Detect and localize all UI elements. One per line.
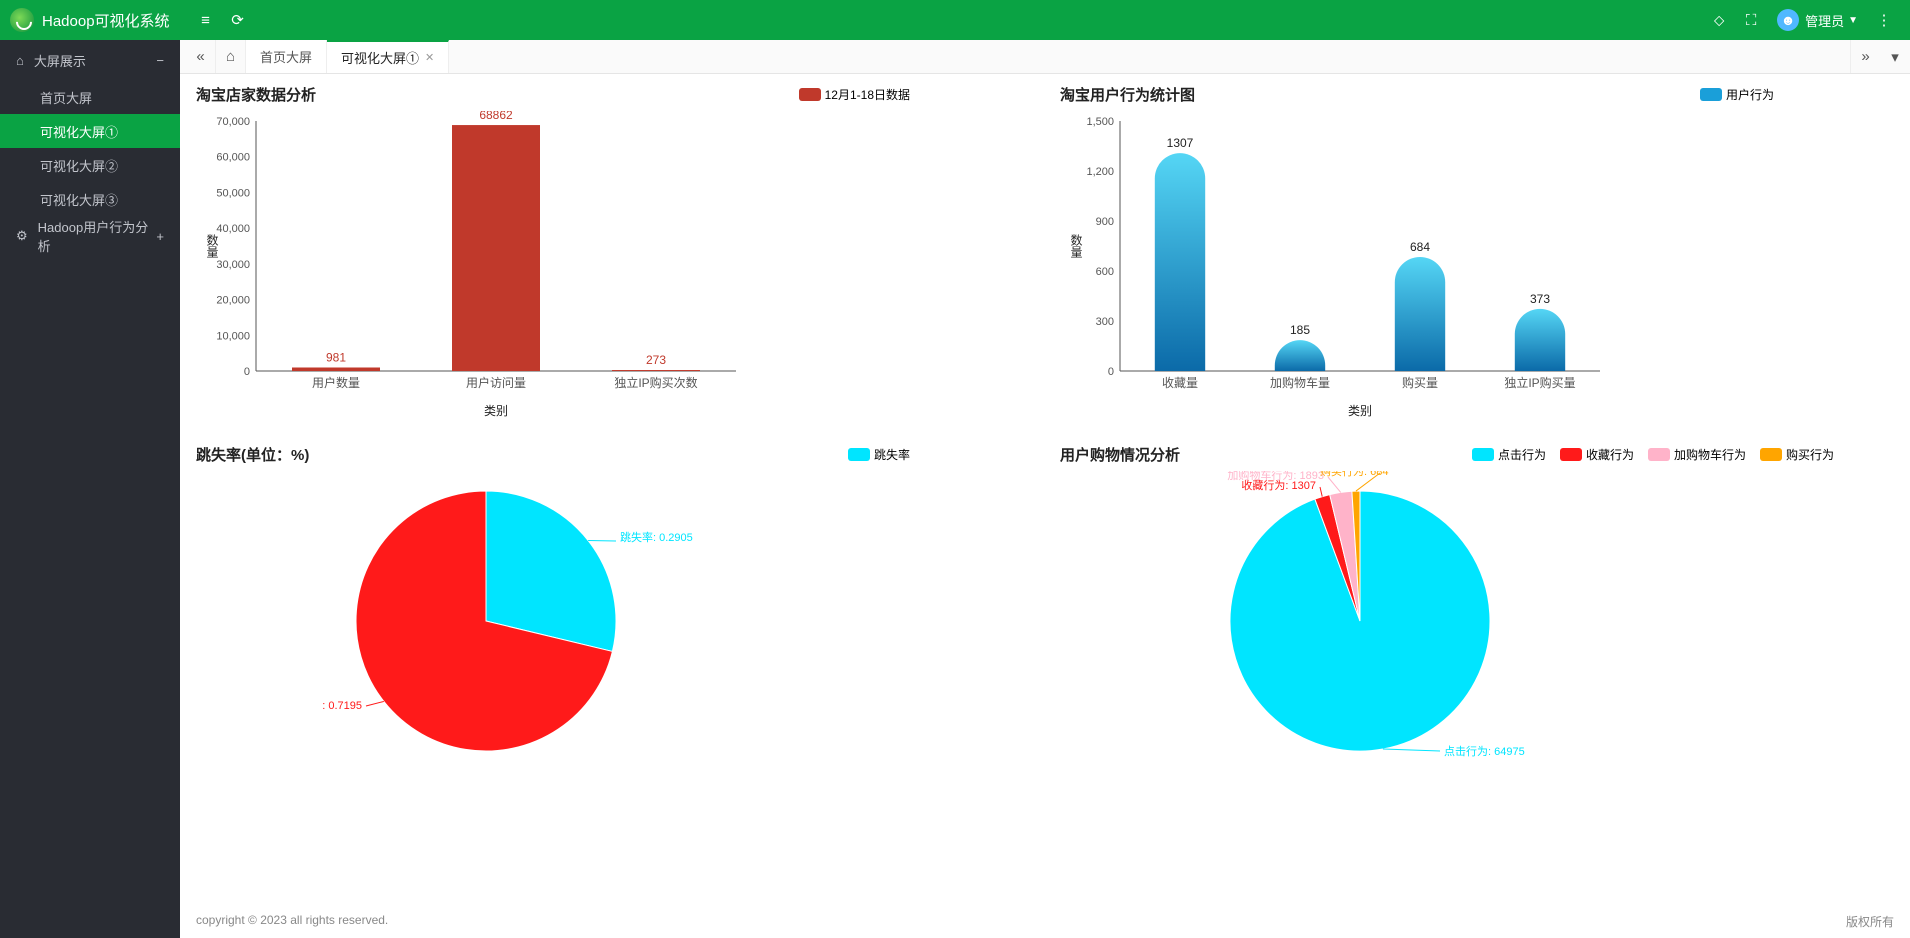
tab[interactable]: 可视化大屏①✕ bbox=[327, 40, 449, 73]
tab-close-button[interactable]: ✕ bbox=[425, 51, 434, 64]
svg-text:跳失率: 0.2905: 跳失率: 0.2905 bbox=[620, 530, 693, 544]
svg-text:购买量: 购买量 bbox=[1402, 375, 1438, 390]
main: « ⌂ 首页大屏可视化大屏①✕ » ▾ 淘宝店家数据分析 12月1-18日数据 … bbox=[180, 40, 1910, 938]
svg-text:点击行为: 64975: 点击行为: 64975 bbox=[1444, 745, 1525, 758]
expand-icon: + bbox=[156, 229, 164, 244]
sidebar-group-label: Hadoop用户行为分析 bbox=[38, 217, 157, 255]
chart-legend: 跳失率 bbox=[848, 446, 910, 463]
chart-title: 用户购物情况分析 bbox=[1060, 444, 1180, 465]
tabbar: « ⌂ 首页大屏可视化大屏①✕ » ▾ bbox=[180, 40, 1910, 74]
tab[interactable]: 首页大屏 bbox=[246, 40, 327, 73]
svg-text:1,500: 1,500 bbox=[1086, 116, 1114, 128]
chart-legend: 12月1-18日数据 bbox=[799, 86, 910, 103]
svg-text:40,000: 40,000 bbox=[216, 223, 250, 235]
legend-item[interactable]: 用户行为 bbox=[1700, 86, 1774, 103]
sidebar-item[interactable]: 可视化大屏① bbox=[0, 114, 180, 148]
sidebar-group-hadoop[interactable]: ⚙ Hadoop用户行为分析 + bbox=[0, 216, 180, 256]
legend-item[interactable]: 购买行为 bbox=[1760, 446, 1834, 463]
chart-legend: 用户行为 bbox=[1700, 86, 1774, 103]
sidebar-item[interactable]: 首页大屏 bbox=[0, 80, 180, 114]
pie-chart-svg: 点击行为: 64975收藏行为: 1307加购物车行为: 1893购买行为: 6… bbox=[1060, 471, 1620, 771]
tabs-home-button[interactable]: ⌂ bbox=[216, 40, 246, 73]
bar-chart-svg: 0 10,000 20,000 30,000 40,000 50,000 60,000 70,… bbox=[196, 111, 756, 421]
sidebar-group-label: 大屏展示 bbox=[34, 51, 86, 70]
legend-item[interactable]: 点击行为 bbox=[1472, 446, 1546, 463]
user-name: 管理员 bbox=[1805, 11, 1844, 30]
bar-chart-svg: 0 300 600 900 1,200 1,500 1307 收藏量 185 加购物车量 684 购买… bbox=[1060, 111, 1620, 421]
gear-icon: ⚙ bbox=[16, 228, 28, 244]
svg-text:300: 300 bbox=[1096, 316, 1114, 328]
svg-text:类别: 类别 bbox=[1348, 404, 1372, 418]
collapse-icon: − bbox=[156, 53, 164, 68]
chart-shop-analysis: 淘宝店家数据分析 12月1-18日数据 0 10,000 20,000 30,000 4… bbox=[196, 84, 1030, 424]
svg-text:60,000: 60,000 bbox=[216, 152, 250, 164]
sidebar-item[interactable]: 可视化大屏③ bbox=[0, 182, 180, 216]
refresh-button[interactable]: ⟳ bbox=[222, 4, 254, 36]
more-button[interactable]: ⋮ bbox=[1868, 4, 1900, 36]
chart-shopping-analysis: 用户购物情况分析 点击行为收藏行为加购物车行为购买行为 点击行为: 64975收… bbox=[1060, 444, 1894, 774]
svg-text:70,000: 70,000 bbox=[216, 116, 250, 128]
svg-text:900: 900 bbox=[1096, 216, 1114, 228]
logo-icon bbox=[10, 8, 34, 32]
svg-text:用户访问量: 用户访问量 bbox=[466, 375, 526, 390]
sidebar-group-dashboard[interactable]: ⌂ 大屏展示 − bbox=[0, 40, 180, 80]
svg-text:373: 373 bbox=[1530, 292, 1550, 306]
chart-title: 淘宝店家数据分析 bbox=[196, 84, 316, 105]
svg-text:68862: 68862 bbox=[479, 111, 513, 122]
tag-icon[interactable]: ⬦ bbox=[1703, 4, 1735, 36]
svg-text:用户数量: 用户数量 bbox=[312, 375, 360, 390]
chart-title: 淘宝用户行为统计图 bbox=[1060, 84, 1195, 105]
svg-text:20,000: 20,000 bbox=[216, 295, 250, 307]
svg-text:684: 684 bbox=[1410, 240, 1430, 254]
svg-text:1307: 1307 bbox=[1167, 136, 1194, 150]
svg-text:加购物车量: 加购物车量 bbox=[1270, 375, 1330, 390]
copyright-text: copyright © 2023 all rights reserved. bbox=[196, 913, 388, 930]
tabs-scroll-left-button[interactable]: « bbox=[186, 40, 216, 73]
chevron-down-icon: ▼ bbox=[1848, 15, 1858, 26]
tabs-menu-button[interactable]: ▾ bbox=[1880, 40, 1910, 73]
legend-item[interactable]: 跳失率 bbox=[848, 446, 910, 463]
svg-text:收藏量: 收藏量 bbox=[1162, 376, 1198, 390]
svg-text:独立IP购买量: 独立IP购买量 bbox=[1504, 375, 1575, 390]
content-area: 淘宝店家数据分析 12月1-18日数据 0 10,000 20,000 30,000 4… bbox=[180, 74, 1910, 938]
svg-text:: 0.7195: : 0.7195 bbox=[322, 700, 362, 712]
chart-bounce-rate: 跳失率(单位：%) 跳失率 跳失率: 0.2905 : 0.7195 bbox=[196, 444, 1030, 774]
header: Hadoop可视化系统 ≡ ⟳ ⬦ ⛶ ☻ 管理员 ▼ ⋮ bbox=[0, 0, 1910, 40]
rights-text: 版权所有 bbox=[1846, 913, 1894, 930]
avatar-icon: ☻ bbox=[1777, 9, 1799, 31]
chart-title: 跳失率(单位：%) bbox=[196, 444, 309, 465]
tabs-scroll-right-button[interactable]: » bbox=[1850, 40, 1880, 73]
brand-title: Hadoop可视化系统 bbox=[42, 10, 170, 31]
svg-text:30,000: 30,000 bbox=[216, 259, 250, 271]
svg-text:类别: 类别 bbox=[484, 404, 508, 418]
svg-text:10,000: 10,000 bbox=[216, 330, 250, 342]
svg-text:185: 185 bbox=[1290, 323, 1310, 337]
fullscreen-button[interactable]: ⛶ bbox=[1735, 4, 1767, 36]
svg-text:独立IP购买次数: 独立IP购买次数 bbox=[614, 375, 697, 390]
svg-text:0: 0 bbox=[1108, 366, 1114, 378]
collapse-sidebar-button[interactable]: ≡ bbox=[190, 4, 222, 36]
legend-item[interactable]: 收藏行为 bbox=[1560, 446, 1634, 463]
footer: copyright © 2023 all rights reserved. 版权… bbox=[196, 913, 1894, 930]
svg-text:1,200: 1,200 bbox=[1086, 166, 1114, 178]
user-menu[interactable]: ☻ 管理员 ▼ bbox=[1777, 9, 1858, 31]
svg-text:981: 981 bbox=[326, 350, 346, 364]
sidebar-item[interactable]: 可视化大屏② bbox=[0, 148, 180, 182]
sidebar: ⌂ 大屏展示 − 首页大屏可视化大屏①可视化大屏②可视化大屏③ ⚙ Hadoop… bbox=[0, 40, 180, 938]
pie-chart-svg: 跳失率: 0.2905 : 0.7195 bbox=[196, 471, 756, 771]
svg-text:50,000: 50,000 bbox=[216, 187, 250, 199]
svg-text:273: 273 bbox=[646, 353, 666, 367]
svg-text:数量: 数量 bbox=[205, 233, 219, 258]
chart-user-behavior: 淘宝用户行为统计图 用户行为 0 300 600 900 1,200 1,500 1307 收… bbox=[1060, 84, 1894, 424]
svg-text:0: 0 bbox=[244, 366, 250, 378]
legend-item[interactable]: 加购物车行为 bbox=[1648, 446, 1746, 463]
legend-item[interactable]: 12月1-18日数据 bbox=[799, 86, 910, 103]
svg-text:加购物车行为: 1893: 加购物车行为: 1893 bbox=[1227, 471, 1324, 482]
svg-text:数量: 数量 bbox=[1069, 233, 1083, 258]
chart-legend: 点击行为收藏行为加购物车行为购买行为 bbox=[1472, 446, 1834, 463]
home-icon: ⌂ bbox=[16, 53, 24, 68]
svg-text:600: 600 bbox=[1096, 266, 1114, 278]
svg-text:购买行为: 684: 购买行为: 684 bbox=[1320, 471, 1388, 478]
